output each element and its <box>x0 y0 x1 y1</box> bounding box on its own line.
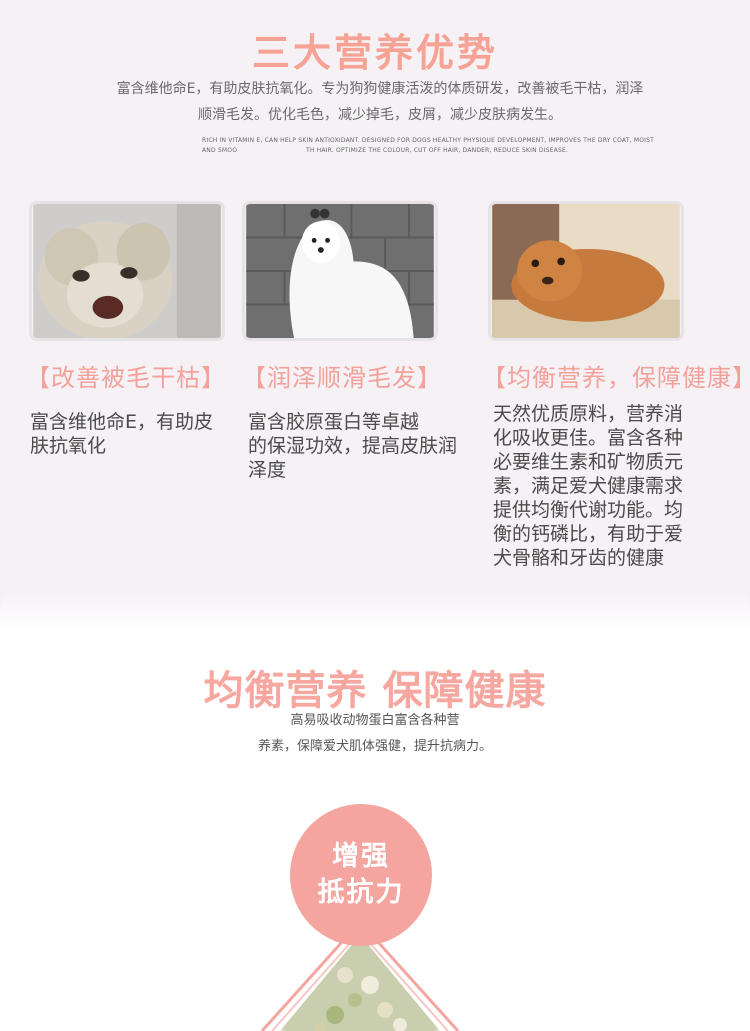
page-title: 三大营养优势 <box>251 31 498 75</box>
feature-desc-balanced-nutrition: 天然优质原料，营养消 化吸收更佳。富含各种 必要维生素和矿物质元 素，满足爱犬健… <box>493 403 684 569</box>
badge-text: 增强 <box>332 841 390 872</box>
dry-coat-dog-photo <box>29 201 225 341</box>
section-divider <box>0 590 750 630</box>
intro-text: 顺滑毛发。优化毛色，减少掉毛，皮屑，减少皮肤病发生。 <box>198 107 562 123</box>
poodle-photo <box>488 201 684 341</box>
section-subtitle: 高易吸收动物蛋白富含各种营 <box>290 713 460 728</box>
feature-title-balanced-nutrition: 【均衡营养，保障健康】 <box>482 364 750 392</box>
long-hair-dog-photo <box>242 201 438 341</box>
feature-desc-smooth-hair: 富含胶原蛋白等卓越 的保湿功效，提高皮肤润 泽度 <box>248 411 458 481</box>
feature-desc-dry-coat: 富含维他命E，有助皮 肤抗氧化 <box>30 411 214 457</box>
feature-title-smooth-hair: 【润泽顺滑毛发】 <box>242 364 442 392</box>
section-subtitle: 养素，保障爱犬肌体强健，提升抗病力。 <box>257 739 492 754</box>
immunity-badge: 增强 抵抗力 <box>290 804 432 946</box>
feature-title-dry-coat: 【改善被毛干枯】 <box>26 364 226 392</box>
english-caption: TH HAIR. OPTIMIZE THE COLOUR, CUT OFF HA… <box>306 147 569 154</box>
section-title: 均衡营养 保障健康 <box>203 668 547 714</box>
intro-text: 富含维他命E，有助皮肤抗氧化。专为狗狗健康活泼的体质研发，改善被毛干枯，润泽 <box>116 81 644 97</box>
food-bowl-image <box>260 930 460 1031</box>
english-caption: RICH IN VITAMIN E, CAN HELP SKIN ANTIOXI… <box>202 137 654 154</box>
badge-text: 抵抗力 <box>317 877 405 908</box>
